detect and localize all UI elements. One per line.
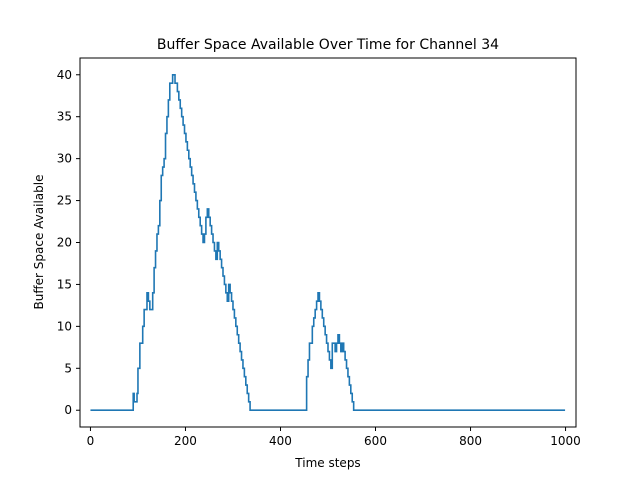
y-tick-label: 10 [57,319,72,333]
x-axis-title: Time steps [294,456,360,470]
chart-title: Buffer Space Available Over Time for Cha… [157,37,499,53]
y-tick-label: 30 [57,152,72,166]
y-tick-label: 15 [57,277,72,291]
plot-area [90,75,565,410]
y-tick-label: 25 [57,194,72,208]
y-axis-title: Buffer Space Available [32,175,46,310]
y-tick-label: 0 [64,403,72,417]
y-tick-label: 5 [64,361,72,375]
series-line-0 [90,75,565,410]
y-tick-label: 20 [57,236,72,250]
x-tick-label: 800 [459,434,482,448]
x-axis: 0 200 400 600 800 1000 [87,427,581,448]
y-axis: 0 5 10 15 20 25 30 35 40 [57,68,80,417]
y-tick-label: 40 [57,68,72,82]
x-tick-label: 0 [87,434,95,448]
plot-frame [80,58,576,427]
x-tick-label: 600 [364,434,387,448]
x-tick-label: 1000 [550,434,581,448]
x-tick-label: 200 [174,434,197,448]
y-tick-label: 35 [57,110,72,124]
x-tick-label: 400 [269,434,292,448]
